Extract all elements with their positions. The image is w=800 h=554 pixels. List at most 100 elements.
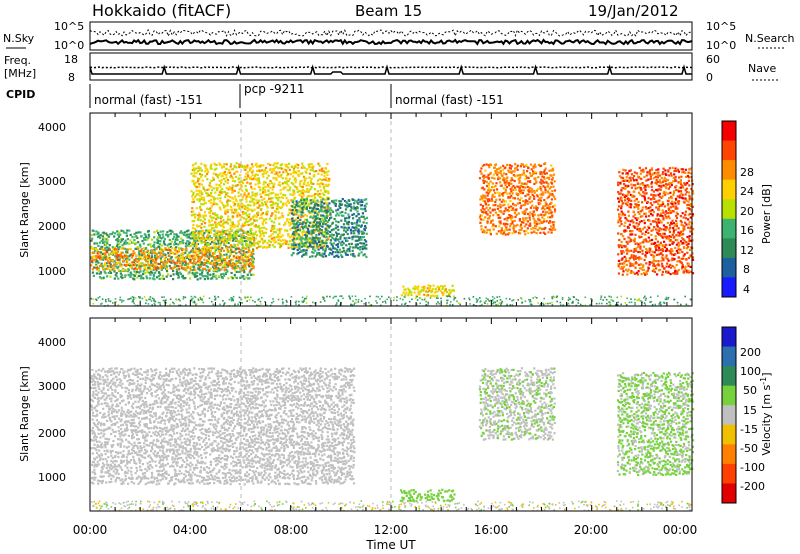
power-cell [491, 219, 494, 222]
power-cell [198, 200, 201, 203]
power-cell [654, 237, 657, 241]
power-cell [152, 259, 155, 263]
power-cell [513, 212, 516, 215]
power-cell [223, 221, 226, 224]
power-cell [174, 252, 177, 255]
power-scatter-cell [335, 304, 337, 306]
power-cell [505, 226, 508, 229]
power-cell [553, 210, 557, 213]
power-cell [147, 255, 150, 258]
power-cell [624, 184, 627, 187]
power-cell [279, 207, 282, 210]
power-cell [287, 243, 290, 246]
power-cell [642, 264, 645, 267]
power-cell [241, 256, 244, 259]
power-cell [483, 180, 486, 183]
power-cell [545, 220, 548, 223]
power-cell [658, 243, 661, 246]
power-cell [256, 165, 259, 168]
power-cell [672, 205, 675, 208]
power-cell [353, 226, 356, 229]
power-cell [520, 196, 523, 200]
power-cell [144, 267, 147, 270]
power-cell [542, 181, 545, 184]
power-cell [215, 167, 218, 170]
power-cell [346, 239, 349, 242]
power-cell [132, 241, 135, 244]
power-cell [98, 264, 101, 268]
power-cell [155, 253, 158, 256]
power-cell [209, 214, 212, 217]
power-cell [249, 269, 252, 272]
power-cell [526, 227, 529, 230]
power-cell [211, 219, 214, 222]
power-cell [289, 222, 292, 226]
power-cell [318, 185, 322, 188]
power-cell [191, 226, 194, 230]
nave-tick-top: 60 [706, 53, 720, 66]
power-cell [99, 234, 102, 237]
power-cell [641, 268, 644, 271]
power-cell [212, 273, 215, 276]
power-cell [524, 201, 527, 204]
power-cell [301, 172, 304, 175]
power-cell [208, 248, 211, 251]
power-cell [235, 166, 238, 169]
power-cell [684, 221, 687, 224]
power-cell [292, 200, 295, 203]
power-cell [135, 254, 138, 257]
power-cell [176, 251, 179, 254]
power-cell [641, 206, 644, 209]
power-cell [298, 238, 301, 241]
power-cell [218, 264, 221, 267]
power-cell [253, 244, 256, 247]
power-cell [672, 210, 675, 213]
power-cell [123, 263, 126, 266]
power-cell [264, 185, 267, 188]
power-cell [275, 202, 278, 205]
power-cell [494, 211, 497, 214]
power-cell [634, 187, 637, 190]
power-cell [669, 250, 672, 253]
power-cell [248, 254, 251, 257]
power-cell [482, 218, 485, 221]
power-cell [300, 236, 303, 239]
freq-strip: Freq. [MHz] 18 8 60 0 Nave [4, 52, 780, 84]
power-cell [549, 221, 552, 224]
power-cell [651, 254, 654, 257]
power-cell [531, 200, 534, 203]
power-cell [311, 209, 314, 213]
power-cell [245, 251, 248, 254]
power-cell [527, 180, 530, 183]
power-cell [339, 206, 342, 209]
power-cell [507, 169, 510, 172]
power-cell [143, 257, 146, 260]
power-cell [322, 242, 325, 245]
power-cell [691, 214, 694, 217]
power-cell [154, 271, 157, 274]
power-cell [150, 257, 153, 261]
power-cell [153, 275, 156, 278]
power-cell [427, 284, 430, 287]
power-cell [214, 242, 218, 245]
power-cell [277, 211, 280, 214]
power-cell [129, 266, 132, 269]
power-cell [285, 240, 288, 243]
power-cell [685, 199, 688, 202]
power-cell [631, 229, 634, 233]
power-cell [296, 205, 300, 208]
power-cell [278, 238, 281, 241]
power-cell [677, 227, 680, 230]
power-cell [257, 164, 260, 167]
power-cell [165, 265, 168, 268]
power-cell [317, 172, 320, 175]
power-cell [131, 254, 134, 257]
power-cell [207, 233, 210, 236]
power-cell [670, 211, 673, 214]
power-cell [268, 217, 272, 220]
power-cell [661, 265, 664, 268]
power-cell [661, 201, 664, 204]
power-cell [483, 163, 486, 167]
power-cell [352, 235, 355, 238]
power-cell [440, 284, 443, 288]
